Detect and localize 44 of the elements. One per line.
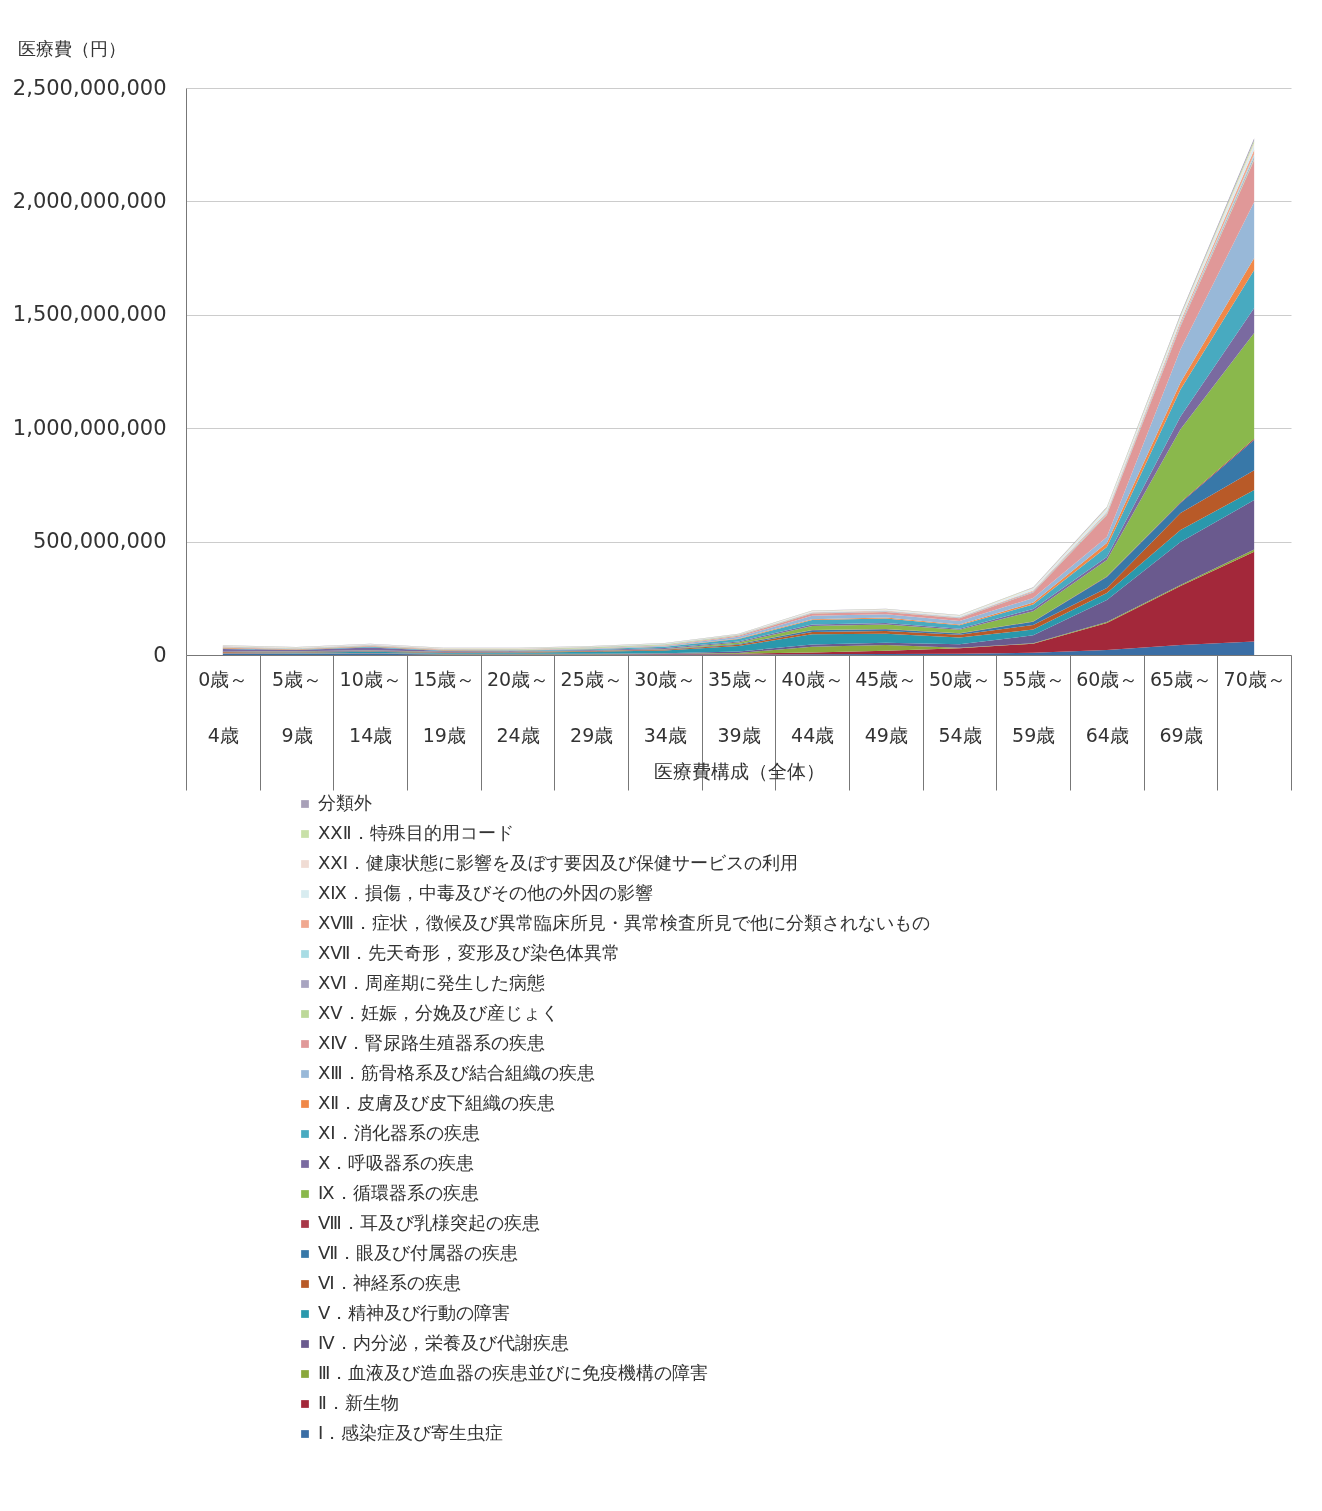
legend-label: ⅩⅤ．妊娠，分娩及び産じょく xyxy=(318,1002,559,1023)
legend-label: 分類外 xyxy=(318,792,372,813)
category-label: 20歳～ 24歳 xyxy=(486,667,550,746)
legend-label: ⅩⅥ．周産期に発生した病態 xyxy=(318,972,545,993)
legend-label: ⅩⅨ．損傷，中毒及びその他の外因の影響 xyxy=(318,882,653,903)
category-label: 60歳～ 64歳 xyxy=(1076,667,1139,746)
y-tick-label: 0 xyxy=(153,642,167,667)
legend-label: ⅩⅣ．腎尿路生殖器系の疾患 xyxy=(318,1032,545,1053)
legend-label: Ⅹ．呼吸器系の疾患 xyxy=(318,1152,475,1173)
category-label: 10歳～ 14歳 xyxy=(339,667,402,746)
category-label: 15歳～ 19歳 xyxy=(413,667,476,746)
category-label: 55歳～ 59歳 xyxy=(1002,667,1065,746)
y-tick-label: 1,500,000,000 xyxy=(12,302,167,327)
legend-label: Ⅵ．神経系の疾患 xyxy=(318,1272,461,1293)
category-label: 45歳～ 49歳 xyxy=(855,667,918,746)
y-tick-label: 500,000,000 xyxy=(32,529,167,554)
legend-label: Ⅸ．循環器系の疾患 xyxy=(318,1182,479,1203)
legend-label: Ⅶ．眼及び付属器の疾患 xyxy=(318,1242,519,1263)
legend-label: Ⅴ．精神及び行動の障害 xyxy=(318,1302,511,1323)
legend-label: Ⅷ．耳及び乳様突起の疾患 xyxy=(318,1212,540,1233)
legend-label: Ⅰ．感染症及び寄生虫症 xyxy=(318,1422,504,1443)
legend-label: ⅩⅧ．症状，徴候及び異常臨床所見・異常検査所見で他に分類されないもの xyxy=(318,912,931,933)
category-label: 50歳～ 54歳 xyxy=(928,667,992,746)
category-label: 35歳～ 39歳 xyxy=(707,667,771,746)
category-label: 65歳～ 69歳 xyxy=(1149,667,1213,746)
y-axis-title: 医療費（円） xyxy=(17,37,126,59)
category-label: 30歳～ 34歳 xyxy=(634,667,697,746)
legend-label: Ⅲ．血液及び造血器の疾患並びに免疫機構の障害 xyxy=(318,1362,709,1383)
legend-label: ⅩⅠ．消化器系の疾患 xyxy=(318,1122,480,1143)
category-label: 40歳～ 44歳 xyxy=(781,667,844,746)
y-tick-label: 2,000,000,000 xyxy=(12,188,167,213)
legend-label: Ⅱ．新生物 xyxy=(318,1392,399,1413)
legend-label: Ⅳ．内分泌，栄養及び代謝疾患 xyxy=(318,1332,569,1353)
x-tick-label: 70歳～ xyxy=(1223,667,1286,690)
legend-label: ⅩⅩⅡ．特殊目的用コード xyxy=(318,822,514,843)
legend-label: ⅩⅩⅠ．健康状態に影響を及ぼす要因及び保健サービスの利用 xyxy=(318,852,798,873)
y-tick-label: 1,000,000,000 xyxy=(12,415,167,440)
category-label: 0歳～ 4歳 xyxy=(198,667,249,746)
y-tick-label: 2,500,000,000 xyxy=(12,75,167,100)
legend-label: ⅩⅢ．筋骨格系及び結合組織の疾患 xyxy=(318,1062,595,1083)
category-label: 5歳～ 9歳 xyxy=(271,667,323,746)
legend-label: ⅩⅦ．先天奇形，変形及び染色体異常 xyxy=(318,942,621,963)
legend-label: ⅩⅡ．皮膚及び皮下組織の疾患 xyxy=(318,1092,556,1113)
category-label: 25歳～ 29歳 xyxy=(560,667,623,746)
